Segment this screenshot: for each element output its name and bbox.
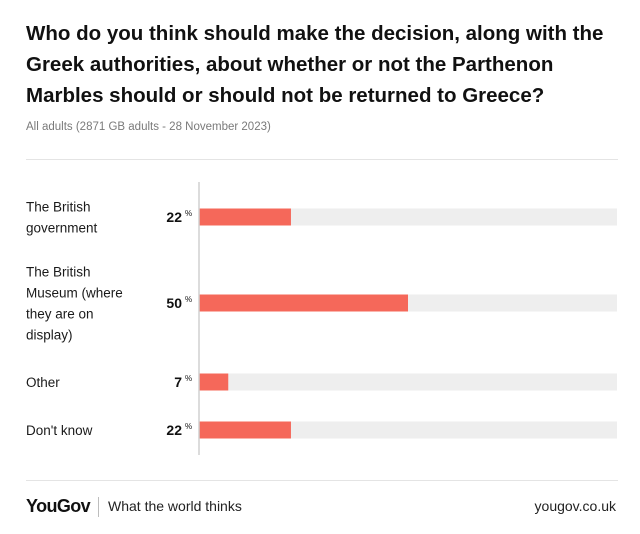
category-label: The British government [26,200,98,236]
top-divider [26,159,618,160]
bar [199,373,229,391]
bottom-divider [26,480,618,481]
data-label: 22 [166,422,182,438]
bar [199,421,291,439]
unit-label: % [185,209,192,218]
data-label: 50 [166,295,182,311]
category-label: Don't know [26,423,93,438]
bar-track [199,208,617,226]
category-label: The British Museum (where they are on displ… [26,265,123,343]
unit-label: % [185,295,192,304]
bar-chart: The British government 22 % The British Museu… [26,182,617,455]
footer-tagline: What the world thinks [108,498,242,514]
footer-url[interactable]: yougov.co.uk [534,498,616,514]
unit-label: % [185,422,192,431]
data-label: 22 [166,209,182,225]
bar [199,208,291,226]
chart-title: Who do you think should make the decisio… [26,22,604,107]
data-label: 7 [174,374,182,390]
chart-subtitle: All adults (2871 GB adults - 28 November… [26,121,271,133]
bar [199,294,408,312]
bar-track [199,373,617,391]
category-label: Other [26,375,60,390]
unit-label: % [185,374,192,383]
footer-separator [98,497,99,517]
bar-track [199,421,617,439]
yougov-logo: YouGov [26,496,91,516]
